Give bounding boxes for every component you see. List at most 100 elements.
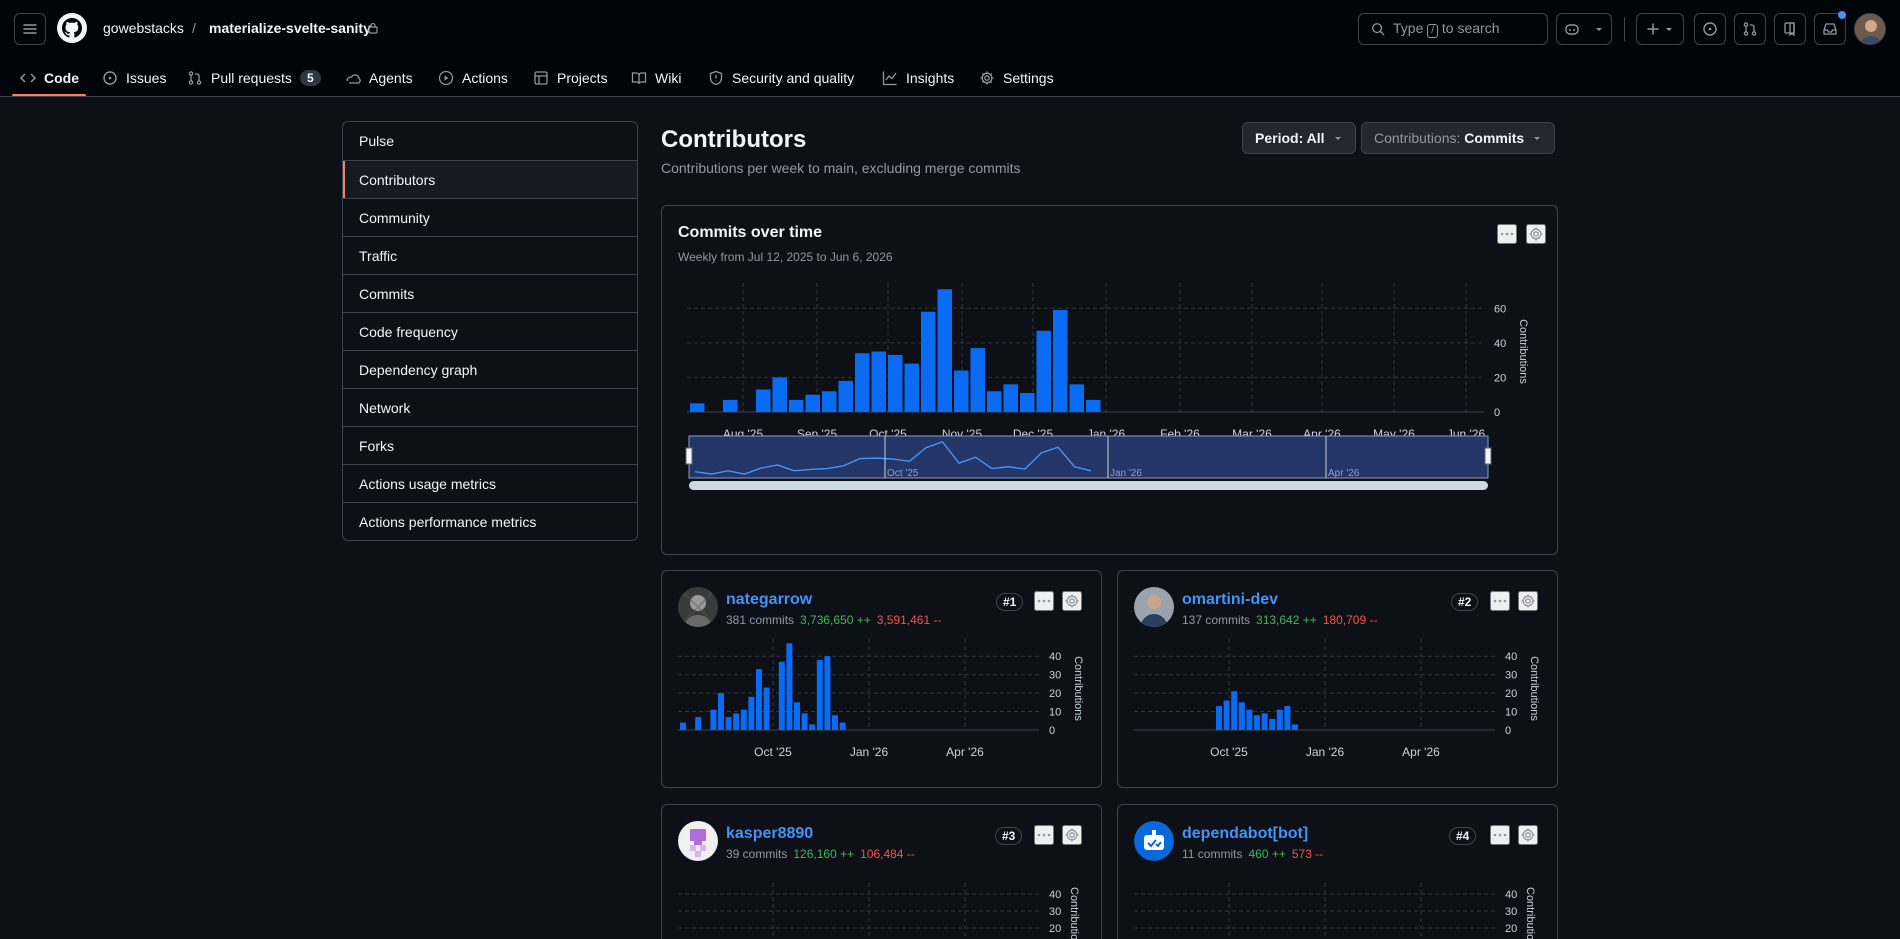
contributor-avatar[interactable] [1134,821,1174,861]
y-axis-label: Contributions [1524,887,1536,939]
contributor-settings-button[interactable] [1518,591,1538,611]
contributions-select-button[interactable]: Contributions: Commits [1361,122,1556,154]
gear-icon [1521,828,1535,842]
bar [839,722,846,730]
search-icon [1372,23,1385,36]
sidenav-item-actions-usage[interactable]: Actions usage metrics [343,464,637,502]
contributor-name[interactable]: dependabot[bot] [1182,825,1309,842]
bar [756,669,762,730]
contributor-settings-button[interactable] [1518,825,1538,845]
header-divider [1624,17,1625,41]
pull-requests-button[interactable] [1734,13,1766,45]
contributor-stats: 137 commits 313,642 ++ 180,709 -- [1182,613,1378,627]
create-new-button[interactable] [1636,13,1684,45]
contributor-options-button[interactable] [1490,591,1510,611]
sidenav-item-code-frequency[interactable]: Code frequency [343,312,637,350]
y-tick-label: 10 [1049,707,1061,719]
tab-label: Wiki [655,69,682,86]
bar [789,399,804,412]
issue-icon [103,70,117,85]
breadcrumb-owner[interactable]: gowebstacks [103,20,184,36]
graph-icon [882,71,897,85]
navigator-handle-left [685,447,693,465]
tab-code[interactable]: Code [20,58,79,97]
tab-agents[interactable]: Agents [345,58,413,97]
contributor-chart[interactable]: 0 10 20 30 40 Oct '25 Jan '26 Apr '26 Contributi… [1118,635,1557,785]
sidenav-item-contributors[interactable]: Contributors [343,160,637,198]
bar [695,717,702,730]
bar [871,351,886,412]
pull-requests-count: 5 [299,69,321,86]
sidenav-item-network[interactable]: Network [343,388,637,426]
y-axis-label: Contributions [1068,887,1080,939]
period-select-button[interactable]: Period: All [1242,122,1356,154]
y-tick-label: 20 [1505,923,1517,935]
tab-wiki[interactable]: Wiki [631,58,681,97]
copilot-button[interactable] [1556,13,1612,45]
chevron-down-icon [1666,28,1672,31]
sidenav-item-pulse[interactable]: Pulse [359,133,395,149]
contributor-chart[interactable]: 40 30 20 Contributions [1118,869,1557,939]
bar [1246,709,1253,730]
bar [690,403,705,412]
gear-icon [980,71,994,84]
bar [1069,384,1084,412]
issues-button[interactable] [1694,13,1726,45]
contributor-avatar[interactable] [1134,587,1174,627]
chart-options-button[interactable] [1497,224,1517,244]
y-tick-label: 20 [1049,923,1061,935]
contributor-options-button[interactable] [1490,825,1510,845]
sidenav-item-forks[interactable]: Forks [343,426,637,464]
kebab-horizontal-icon [1493,833,1507,837]
sidenav-item-dependency-graph[interactable]: Dependency graph [343,350,637,388]
y-tick-label: 20 [1049,688,1061,700]
tab-security[interactable]: Security and quality [708,58,854,97]
repo-icon [1784,22,1795,37]
tab-pull-requests[interactable]: Pull requests 5 [187,58,321,97]
plus-icon [1647,23,1659,35]
contributor-settings-button[interactable] [1062,591,1082,611]
x-tick-label: Jan '26 [1306,745,1345,759]
contributor-options-button[interactable] [1034,591,1054,611]
github-logo-icon[interactable] [56,12,88,44]
bar [954,370,969,412]
sidenav-item-commits[interactable]: Commits [343,274,637,312]
bar [680,722,686,730]
tab-issues[interactable]: Issues [102,58,166,97]
contributor-options-button[interactable] [1034,825,1054,845]
inbox-button[interactable] [1814,13,1846,45]
sidenav-item-actions-performance[interactable]: Actions performance metrics [343,502,637,540]
tab-projects[interactable]: Projects [533,58,608,97]
contributor-chart[interactable]: 40 30 20 Contributions [662,869,1101,939]
menu-button[interactable] [14,13,46,45]
contributor-name[interactable]: nategarrow [726,591,813,608]
kebab-horizontal-icon [1500,232,1514,236]
contributor-rank: #2 [1451,593,1479,611]
contributor-stats: 39 commits 126,160 ++ 106,484 -- [726,847,915,861]
user-avatar[interactable] [1854,13,1886,45]
contributor-card: kasper8890 39 commits 126,160 ++ 106,484 -… [661,804,1102,939]
contributor-settings-button[interactable] [1062,825,1082,845]
contributor-name[interactable]: kasper8890 [726,825,814,842]
tab-insights[interactable]: Insights [882,58,954,97]
contributor-chart[interactable]: 0 10 20 30 40 Oct '25 Jan '26 Apr '26 Contributi… [662,635,1101,785]
bar [921,311,936,412]
bar [1036,330,1051,412]
x-tick-label: Oct '25 [1210,745,1248,759]
contributor-name[interactable]: omartini-dev [1182,591,1279,608]
y-tick-label: 0 [1494,407,1500,419]
sidenav-item-traffic[interactable]: Traffic [343,236,637,274]
bar [786,643,793,730]
table-icon [534,70,548,85]
tab-settings[interactable]: Settings [979,58,1054,97]
breadcrumb-repo[interactable]: materialize-svelte-sanity [209,20,371,36]
contributor-avatar[interactable] [678,821,718,861]
search-input[interactable]: Type / to search [1358,13,1548,45]
chart-settings-button[interactable] [1526,224,1546,244]
repositories-button[interactable] [1774,13,1806,45]
y-tick-label: 30 [1049,670,1061,682]
contributor-avatar[interactable] [678,587,718,627]
sidenav-item-community[interactable]: Community [343,198,637,236]
tab-actions[interactable]: Actions [438,58,508,97]
